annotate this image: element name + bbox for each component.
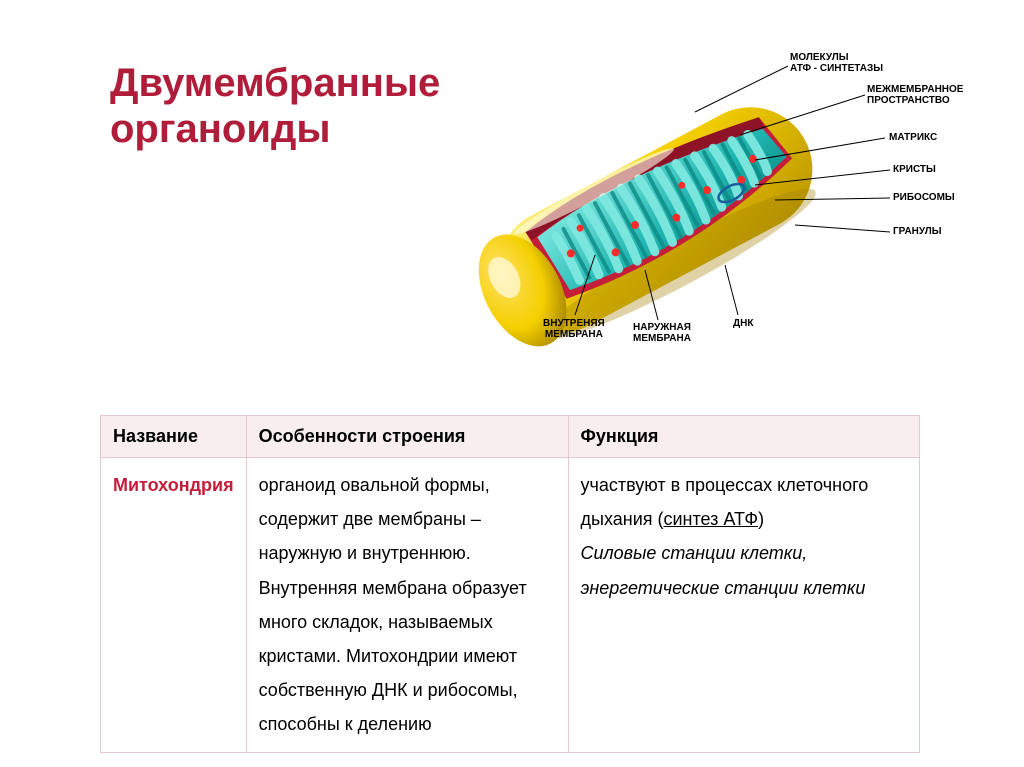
cell-function: участвуют в процессах клеточного дыхания… bbox=[568, 458, 920, 753]
table-row: Митохондрия органоид овальной формы, сод… bbox=[101, 458, 920, 753]
func-italic: Силовые станции клетки, энергетические с… bbox=[581, 543, 866, 597]
mitochondrion-diagram: МОЛЕКУЛЫАТФ - СИНТЕТАЗЫ МЕЖМЕМБРАННОЕПРО… bbox=[445, 40, 1005, 380]
th-structure: Особенности строения bbox=[246, 416, 568, 458]
title-line1: Двумембранные bbox=[110, 61, 440, 105]
title-line2: органоиды bbox=[110, 107, 331, 151]
page-title: Двумембранные органоиды bbox=[110, 60, 440, 152]
label-ribosomes: РИБОСОМЫ bbox=[893, 192, 955, 203]
label-innermem: ВНУТРЕНЯЯМЕМБРАНА bbox=[543, 318, 605, 340]
label-cristae: КРИСТЫ bbox=[893, 164, 936, 175]
cell-name: Митохондрия bbox=[101, 458, 247, 753]
label-dna: ДНК bbox=[733, 318, 753, 329]
table-header-row: Название Особенности строения Функция bbox=[101, 416, 920, 458]
th-name: Название bbox=[101, 416, 247, 458]
label-intermembrane: МЕЖМЕМБРАННОЕПРОСТРАНСТВО bbox=[867, 84, 963, 106]
label-atp: МОЛЕКУЛЫАТФ - СИНТЕТАЗЫ bbox=[790, 52, 883, 74]
cell-structure: органоид овальной формы, содержит две ме… bbox=[246, 458, 568, 753]
label-matrix: МАТРИКС bbox=[889, 132, 937, 143]
th-function: Функция bbox=[568, 416, 920, 458]
organelles-table: Название Особенности строения Функция Ми… bbox=[100, 415, 920, 753]
label-granules: ГРАНУЛЫ bbox=[893, 226, 942, 237]
label-outermem: НАРУЖНАЯМЕМБРАНА bbox=[633, 322, 691, 344]
func-link: синтез АТФ bbox=[664, 509, 759, 529]
func-post: ) bbox=[758, 509, 764, 529]
